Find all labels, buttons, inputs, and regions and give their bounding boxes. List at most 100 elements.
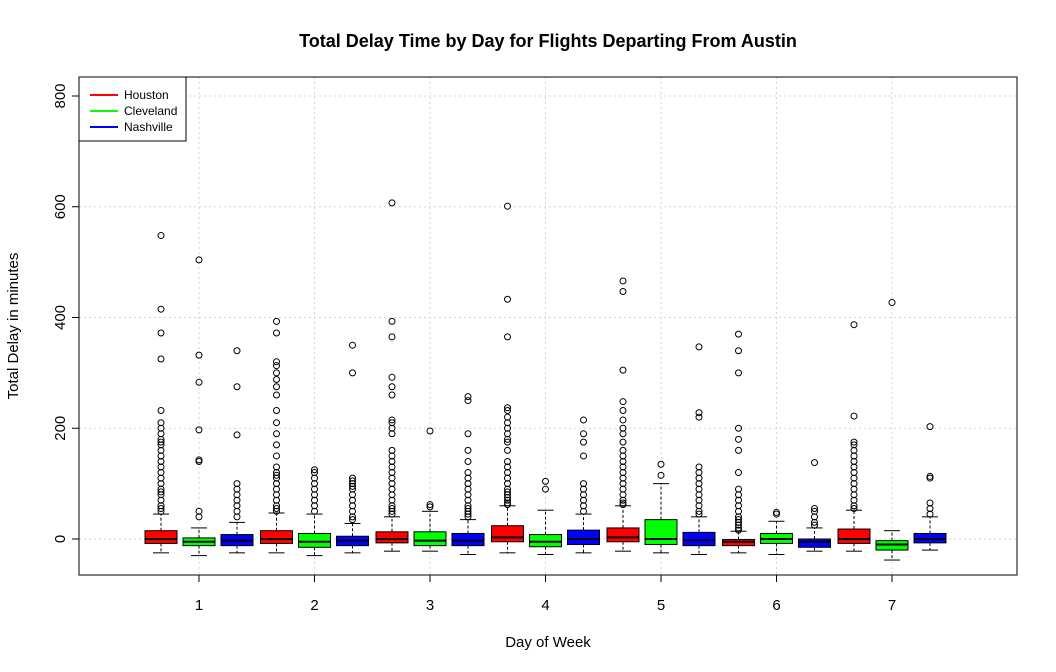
outlier-point: [619, 499, 627, 507]
outlier-point: [735, 469, 742, 477]
outlier-point: [273, 407, 280, 415]
box: [375, 531, 409, 544]
outlier-point: [735, 424, 742, 432]
outlier-point: [233, 347, 241, 355]
x-tick-label: 7: [888, 597, 896, 614]
outlier-point: [504, 295, 511, 303]
outlier-point: [580, 430, 587, 438]
box-group: [567, 416, 600, 554]
y-tick-label: 600: [52, 194, 69, 219]
x-tick-label: 2: [310, 597, 318, 614]
outlier-point: [619, 398, 627, 406]
outlier-point: [273, 463, 280, 471]
outlier-point: [388, 446, 396, 454]
outlier-point: [349, 369, 356, 377]
box: [451, 532, 485, 547]
outlier-point: [619, 407, 627, 415]
outlier-point: [464, 397, 472, 405]
outlier-point: [157, 407, 165, 415]
outlier-point: [811, 521, 818, 529]
outlier-point: [349, 516, 356, 524]
box: [567, 529, 600, 546]
outlier-point: [926, 472, 934, 480]
outlier-point: [233, 383, 241, 391]
box-group: [837, 321, 871, 552]
box: [606, 527, 640, 543]
box: [682, 531, 716, 547]
outlier-point: [426, 501, 434, 509]
box: [529, 534, 562, 548]
box-group: [182, 256, 216, 557]
box-group: [875, 299, 909, 561]
outlier-point: [619, 287, 627, 295]
legend-label: Nashville: [124, 120, 173, 134]
outlier-point: [735, 446, 742, 454]
outlier-point: [273, 441, 280, 449]
outlier-point: [273, 471, 280, 479]
outlier-point: [464, 469, 472, 477]
box-group: [798, 459, 831, 552]
outlier-point: [157, 438, 165, 446]
box: [837, 528, 871, 544]
outlier-point: [504, 438, 511, 446]
outlier-point: [464, 457, 472, 465]
outlier-point: [619, 438, 627, 446]
outlier-point: [735, 369, 742, 377]
outlier-point: [504, 202, 511, 210]
outlier-point: [619, 446, 627, 454]
outlier-point: [735, 526, 742, 534]
outlier-point: [619, 424, 627, 432]
outlier-point: [504, 413, 511, 421]
outlier-point: [273, 391, 280, 399]
outlier-point: [735, 347, 742, 355]
outlier-point: [504, 488, 511, 496]
box-group: [722, 330, 755, 554]
box: [260, 530, 293, 544]
outlier-point: [388, 333, 396, 341]
legend-box: [78, 76, 187, 142]
x-axis-label: Day of Week: [505, 634, 591, 651]
outlier-point: [657, 471, 665, 479]
outlier-point: [773, 508, 780, 516]
outlier-point: [888, 299, 896, 307]
outlier-point: [811, 505, 818, 513]
outlier-point: [195, 426, 203, 434]
box: [798, 538, 831, 548]
y-axis: 0 200 400 600 800: [52, 83, 79, 543]
outlier-point: [349, 474, 356, 482]
outlier-point: [388, 416, 396, 424]
outlier-point: [850, 441, 858, 449]
outlier-point: [695, 413, 703, 421]
outlier-point: [195, 456, 203, 464]
chart-title: Total Delay Time by Day for Flights Depa…: [299, 31, 797, 51]
outlier-point: [157, 232, 165, 240]
outlier-point: [195, 256, 203, 264]
outlier-point: [273, 329, 280, 337]
outlier-point: [695, 463, 703, 471]
y-axis-label: Total Delay in minutes: [5, 253, 22, 400]
outlier-point: [273, 505, 280, 513]
outlier-point: [273, 358, 280, 366]
x-tick-label: 1: [195, 597, 203, 614]
legend-label: Cleveland: [124, 104, 177, 118]
x-tick-label: 6: [772, 597, 780, 614]
outlier-point: [273, 317, 280, 325]
outlier-point: [619, 277, 627, 285]
box-group: [220, 347, 254, 554]
outlier-point: [542, 485, 549, 493]
box-group: [144, 232, 178, 554]
box: [644, 519, 678, 546]
outlier-point: [619, 416, 627, 424]
box-group: [336, 341, 369, 554]
box: [144, 530, 178, 544]
outlier-point: [695, 343, 703, 351]
box: [413, 531, 447, 547]
outlier-point: [811, 459, 818, 467]
outlier-point: [157, 505, 165, 513]
box: [491, 525, 524, 543]
outlier-point: [195, 507, 203, 515]
outlier-point: [464, 505, 472, 513]
outlier-point: [811, 507, 818, 515]
outlier-point: [388, 199, 396, 207]
